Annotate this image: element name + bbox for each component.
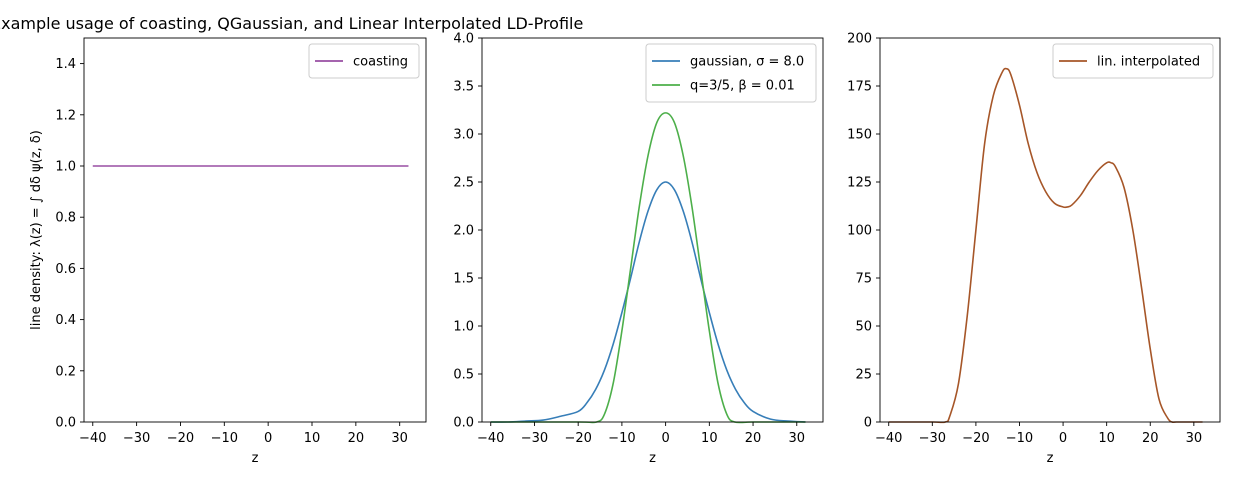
legend-label: lin. interpolated [1097, 55, 1200, 70]
y-tick-label: 0.5 [453, 368, 474, 383]
y-tick-label: 3.5 [453, 80, 474, 95]
x-tick-label: 20 [1142, 431, 1159, 446]
legend-box [1052, 43, 1214, 79]
x-tick-label: −10 [211, 431, 238, 446]
y-tick-label: 200 [847, 32, 872, 47]
y-tick-label: 2.0 [453, 224, 474, 239]
y-tick-label: 1.0 [55, 160, 76, 175]
y-tick-label: 125 [847, 176, 872, 191]
y-tick-label: 0.6 [55, 262, 76, 277]
axes-frame [83, 37, 427, 423]
y-tick-label: 100 [847, 224, 872, 239]
y-tick-label: 0.0 [55, 416, 76, 431]
y-tick-label: 2.5 [453, 176, 474, 191]
lin-interpolated-panel: −40 −30 −20 −10 0 10 20 30 0 25 50 75 100 125 150 175 20… [847, 32, 1221, 466]
x-tick-label: −20 [962, 431, 989, 446]
x-tick-label: −40 [477, 431, 504, 446]
x-tick-label: 30 [1186, 431, 1203, 446]
x-tick-label: 0 [1059, 431, 1067, 446]
y-tick-label: 1.5 [453, 272, 474, 287]
x-axis-label: z [649, 451, 656, 466]
y-axis-label: line density: λ(z) = ∫ dδ ψ(z, δ) [29, 130, 44, 330]
x-tick-label: −10 [1006, 431, 1033, 446]
y-tick-label: 1.2 [55, 108, 76, 123]
series-line-1 [888, 67, 1203, 424]
y-tick-label: 50 [855, 320, 872, 335]
x-tick-label: −30 [123, 431, 150, 446]
y-tick-label: 1.0 [453, 320, 474, 335]
y-tick-label: 0.4 [55, 313, 76, 328]
series-line-2 [490, 112, 806, 424]
y-tick-label: 75 [855, 272, 872, 287]
y-tick-label: 3.0 [453, 128, 474, 143]
x-tick-label: −20 [167, 431, 194, 446]
x-tick-label: 20 [348, 431, 365, 446]
x-tick-label: −40 [79, 431, 106, 446]
legend-box [308, 43, 420, 79]
y-tick-label: 1.4 [55, 57, 76, 72]
series-line-1 [490, 181, 806, 423]
y-tick-label: 0.2 [55, 364, 76, 379]
figure-title: Example usage of coasting, QGaussian, an… [0, 14, 583, 33]
y-tick-label: 0 [864, 416, 872, 431]
y-tick-label: 4.0 [453, 32, 474, 47]
qgaussian-panel: −40 −30 −20 −10 0 10 20 30 0.0 0.5 1.0 1.5 2.0 2.5 3.0… [453, 32, 824, 466]
y-tick-label: 175 [847, 80, 872, 95]
x-tick-label: 10 [701, 431, 718, 446]
legend-label: coasting [353, 55, 408, 70]
x-tick-label: −20 [564, 431, 591, 446]
y-tick-label: 150 [847, 128, 872, 143]
x-tick-label: 0 [264, 431, 272, 446]
x-tick-label: 30 [788, 431, 805, 446]
x-tick-label: −10 [608, 431, 635, 446]
legend-box [645, 43, 817, 103]
x-tick-label: 10 [1098, 431, 1115, 446]
x-tick-label: 30 [391, 431, 408, 446]
legend-label: q=3/5, β = 0.01 [690, 79, 795, 94]
x-tick-label: −40 [875, 431, 902, 446]
x-tick-label: −30 [919, 431, 946, 446]
x-tick-label: 20 [745, 431, 762, 446]
axes-frame [879, 37, 1221, 423]
y-tick-label: 25 [855, 368, 872, 383]
x-tick-label: 10 [304, 431, 321, 446]
legend-label: gaussian, σ = 8.0 [690, 55, 804, 70]
y-tick-label: 0.0 [453, 416, 474, 431]
x-tick-label: 0 [661, 431, 669, 446]
x-tick-label: −30 [521, 431, 548, 446]
coasting-panel: −40 −30 −20 −10 0 10 20 30 0.0 0.2 0.4 0.6 0.8 1.0 1.2… [29, 37, 427, 466]
x-axis-label: z [252, 451, 259, 466]
x-axis-label: z [1047, 451, 1054, 466]
y-tick-label: 0.8 [55, 211, 76, 226]
